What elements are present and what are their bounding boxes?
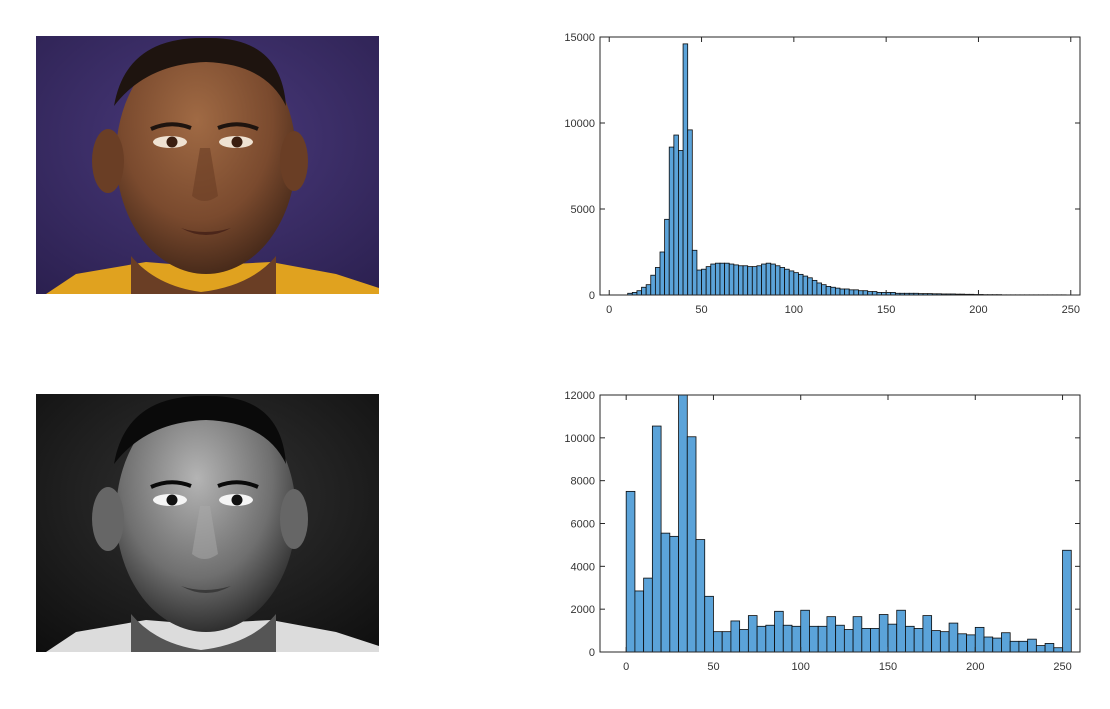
x-tick-label: 0 xyxy=(606,304,612,316)
histogram-bar xyxy=(974,626,985,653)
histogram-bar xyxy=(634,590,645,653)
histogram-bar xyxy=(817,625,828,653)
histogram-bar xyxy=(695,539,706,653)
histogram-bar xyxy=(1044,643,1055,653)
x-tick-label: 50 xyxy=(695,304,707,316)
histogram-bar xyxy=(843,629,854,653)
histogram-bar xyxy=(826,616,837,653)
y-tick-label: 12000 xyxy=(564,390,595,402)
histogram-bar xyxy=(704,595,714,653)
histogram-bar xyxy=(939,631,950,653)
histogram-bar xyxy=(1009,640,1020,653)
histogram-bar xyxy=(643,577,653,653)
color-portrait-image xyxy=(36,36,379,294)
histogram-bar xyxy=(1035,645,1046,653)
histogram-bar xyxy=(957,633,967,653)
histogram-bar xyxy=(730,620,741,653)
histogram-bar xyxy=(913,628,924,653)
histogram-bar xyxy=(948,622,959,653)
histogram-bar xyxy=(721,631,732,653)
histogram-bar xyxy=(739,629,749,653)
y-tick-label: 5000 xyxy=(571,204,595,216)
y-tick-label: 15000 xyxy=(564,32,595,44)
histogram-bar xyxy=(1062,549,1072,653)
grayscale-portrait-image xyxy=(36,394,379,652)
original-color-portrait xyxy=(36,36,379,294)
histogram-bar xyxy=(983,636,994,653)
x-tick-label: 200 xyxy=(966,661,984,673)
histogram-bar xyxy=(800,609,810,653)
histogram-bar xyxy=(1053,647,1063,653)
x-tick-label: 150 xyxy=(879,661,897,673)
histogram-bar xyxy=(870,628,880,653)
histogram-bar xyxy=(774,610,784,653)
color-image-histogram: 0 50 100 150 200 250 0 5000 10000 15000 xyxy=(564,32,1081,316)
y-tick-label: 6000 xyxy=(571,519,595,531)
histogram-bar xyxy=(678,394,688,653)
x-tick-label: 250 xyxy=(1053,661,1071,673)
histogram-bar xyxy=(992,637,1002,653)
histogram-bar xyxy=(713,631,723,653)
histogram-bar xyxy=(878,614,889,653)
histogram-bar xyxy=(852,616,863,653)
axes-box xyxy=(599,36,1081,296)
histogram-bar xyxy=(835,624,845,653)
histogram-bar xyxy=(651,425,662,653)
histogram-bar xyxy=(1001,632,1011,653)
histogram-bar xyxy=(660,532,671,653)
x-tick-label: 150 xyxy=(877,304,895,316)
histogram-bar xyxy=(931,630,941,653)
histogram-bar xyxy=(669,535,679,653)
histogram-bar xyxy=(756,625,767,653)
x-tick-label: 250 xyxy=(1062,304,1080,316)
y-tick-label: 10000 xyxy=(564,433,595,445)
y-tick-label: 8000 xyxy=(571,476,595,488)
histogram-bar xyxy=(861,628,871,653)
y-tick-label: 0 xyxy=(589,647,595,659)
y-tick-label: 0 xyxy=(589,290,595,302)
x-tick-label: 100 xyxy=(792,661,810,673)
y-tick-label: 4000 xyxy=(571,561,595,573)
histogram-bar xyxy=(625,490,636,653)
histogram-bar xyxy=(896,609,906,653)
x-tick-label: 0 xyxy=(623,661,629,673)
histogram-bar xyxy=(782,624,793,653)
x-tick-label: 100 xyxy=(785,304,803,316)
histogram-bar xyxy=(966,634,976,653)
histogram-bar xyxy=(686,436,697,653)
histogram-bar xyxy=(887,623,898,653)
histogram-bar xyxy=(747,615,758,653)
histogram-bar xyxy=(809,625,819,653)
y-tick-label: 2000 xyxy=(571,604,595,616)
contrast-stretched-grayscale-portrait xyxy=(36,394,379,652)
x-tick-label: 50 xyxy=(707,661,719,673)
histogram-bar xyxy=(765,624,775,653)
y-tick-label: 10000 xyxy=(564,118,595,130)
x-tick-label: 200 xyxy=(969,304,987,316)
histogram-bar xyxy=(905,625,915,653)
histogram-bar xyxy=(1027,638,1037,653)
histogram-bar xyxy=(922,615,933,653)
histogram-bar xyxy=(1018,640,1029,653)
histogram-bar xyxy=(791,625,802,653)
